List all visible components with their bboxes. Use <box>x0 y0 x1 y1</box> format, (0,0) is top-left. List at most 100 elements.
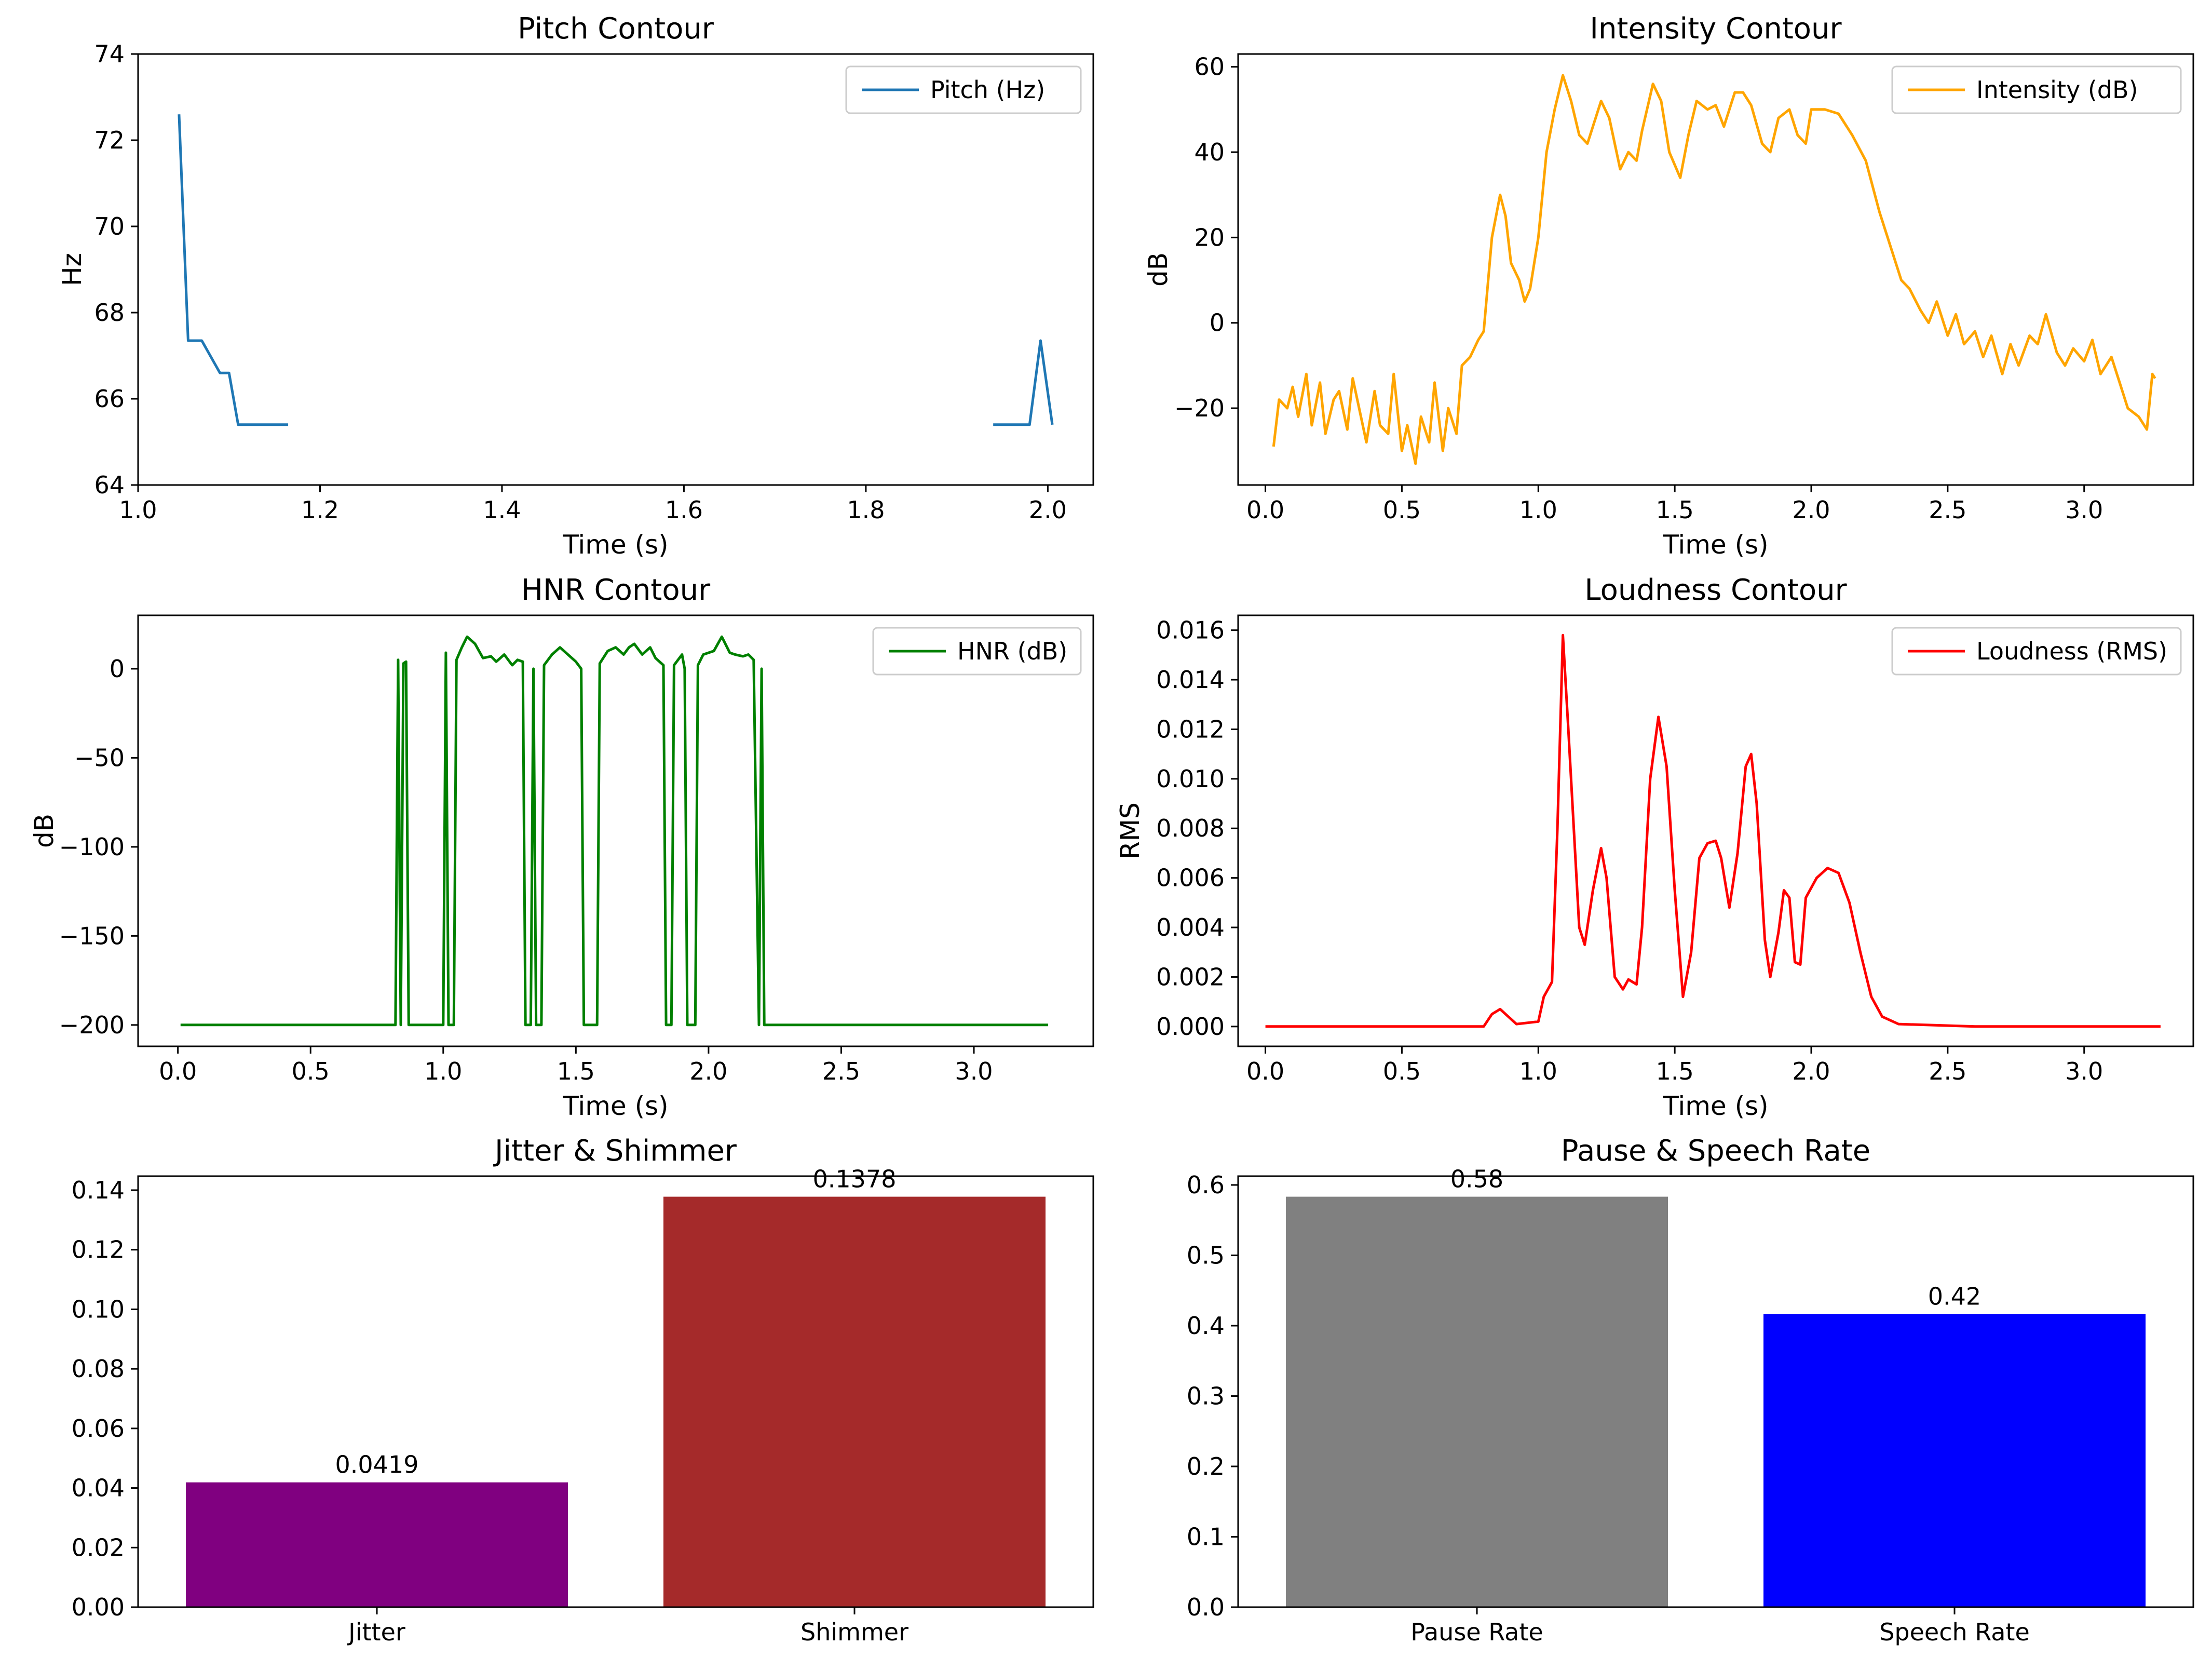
legend-box <box>872 627 1082 676</box>
legend-label: Pitch (Hz) <box>930 76 1045 104</box>
x-tick-label: 1.5 <box>1656 496 1694 524</box>
y-axis-label: dB <box>1143 252 1173 287</box>
y-tick-label: 66 <box>94 385 125 413</box>
y-tick-label: −150 <box>59 922 125 950</box>
legend-label: Loudness (RMS) <box>1976 637 2167 665</box>
x-tick-label: 0.0 <box>1246 1057 1284 1085</box>
x-tick-label: 2.0 <box>1792 496 1830 524</box>
y-tick-label: 0.000 <box>1156 1013 1225 1041</box>
y-tick-label: 72 <box>94 126 125 154</box>
x-axis-label: Time (s) <box>1662 530 1768 560</box>
x-axis-label: Time (s) <box>562 1091 668 1121</box>
bar-value-label: 0.42 <box>1928 1282 1981 1310</box>
chart-title: Jitter & Shimmer <box>493 1134 737 1168</box>
x-tick-label: 0.0 <box>159 1057 197 1085</box>
y-tick-label: −200 <box>59 1011 125 1039</box>
x-tick-label: 3.0 <box>2065 496 2103 524</box>
y-tick-label: 40 <box>1194 138 1225 166</box>
y-tick-label: 0.012 <box>1156 715 1225 743</box>
x-tick-label: Shimmer <box>800 1618 908 1646</box>
y-tick-label: 20 <box>1194 223 1225 251</box>
x-tick-label: 0.5 <box>1383 1057 1421 1085</box>
y-tick-label: 0.08 <box>72 1355 125 1383</box>
x-tick-label: 2.5 <box>1929 496 1966 524</box>
y-tick-label: 0.004 <box>1156 913 1225 941</box>
legend: Pitch (Hz) <box>845 65 1082 114</box>
bar-value-label: 0.58 <box>1450 1165 1503 1193</box>
x-tick-label: 1.6 <box>665 496 703 524</box>
y-axis-label: RMS <box>1115 802 1145 859</box>
legend-box <box>1891 627 2182 676</box>
axes-frame <box>1237 53 2194 486</box>
y-tick-label: 0.02 <box>72 1533 125 1561</box>
y-tick-label: 0.6 <box>1187 1171 1225 1199</box>
y-tick-label: 0.00 <box>72 1593 125 1621</box>
bar-pause-rate <box>1286 1196 1668 1607</box>
y-tick-label: 0.04 <box>72 1474 125 1502</box>
x-tick-label: 0.5 <box>292 1057 330 1085</box>
subplot-intensity: Intensity Contour 0.0 0.5 1.0 1.5 2.0 2.5 3.0 −2… <box>1143 12 2194 560</box>
x-tick-label: 3.0 <box>955 1057 993 1085</box>
axes-frame <box>1237 1175 2194 1608</box>
y-tick-label: 0 <box>1210 309 1225 337</box>
x-tick-label: 1.8 <box>847 496 885 524</box>
bar-value-label: 0.1378 <box>813 1165 897 1193</box>
y-tick-label: −100 <box>59 833 125 861</box>
axes-frame <box>137 1175 1094 1608</box>
x-tick-label: Pause Rate <box>1410 1618 1543 1646</box>
x-tick-label: 3.0 <box>2065 1057 2103 1085</box>
y-tick-label: 0.4 <box>1187 1312 1225 1340</box>
series-line-loudness <box>1265 634 2161 1028</box>
series-line-pitch-2 <box>993 339 1054 426</box>
series-line-pitch-1 <box>178 114 289 426</box>
y-tick-label: 0.006 <box>1156 864 1225 892</box>
x-tick-label: 1.5 <box>1656 1057 1694 1085</box>
bar-jitter <box>186 1482 568 1607</box>
legend-box <box>845 65 1082 114</box>
y-tick-label: 0.014 <box>1156 666 1225 694</box>
x-tick-label: 1.0 <box>119 496 157 524</box>
chart-title: Loudness Contour <box>1584 573 1847 607</box>
y-tick-label: 0.14 <box>72 1176 125 1204</box>
x-tick-label: 0.0 <box>1246 496 1284 524</box>
legend-label: Intensity (dB) <box>1976 76 2138 104</box>
subplot-loudness: Loudness Contour 0.0 0.5 1.0 1.5 2.0 2.5 3.0 0.0… <box>1115 573 2194 1121</box>
chart-title: HNR Contour <box>521 573 711 607</box>
y-tick-label: 0.1 <box>1187 1523 1225 1551</box>
x-tick-label: 1.0 <box>1519 1057 1557 1085</box>
y-axis-label: dB <box>29 814 59 848</box>
y-tick-label: 70 <box>94 212 125 240</box>
y-tick-label: 0.010 <box>1156 765 1225 793</box>
series-line-hnr <box>180 635 1049 1027</box>
y-tick-label: −50 <box>74 744 125 772</box>
y-tick-label: 0.12 <box>72 1236 125 1264</box>
chart-title: Pause & Speech Rate <box>1561 1134 1870 1168</box>
axes-frame <box>1237 614 2194 1047</box>
y-tick-label: 0.0 <box>1187 1593 1225 1621</box>
x-tick-label: 1.2 <box>301 496 339 524</box>
x-tick-label: 2.5 <box>1929 1057 1966 1085</box>
legend-box <box>1891 65 2182 114</box>
y-tick-label: 0.2 <box>1187 1452 1225 1480</box>
y-tick-label: 0.3 <box>1187 1382 1225 1410</box>
series-line-intensity <box>1272 74 2156 465</box>
subplot-pitch: Pitch Contour 1.0 1.2 1.4 1.6 1.8 2.0 64 66 68 70 7… <box>57 12 1094 560</box>
x-tick-label: 2.0 <box>1029 496 1067 524</box>
legend: Loudness (RMS) <box>1891 627 2182 676</box>
y-tick-label: 0.016 <box>1156 616 1225 644</box>
axes-frame <box>137 614 1094 1047</box>
x-tick-label: 1.0 <box>424 1057 462 1085</box>
x-tick-label: 0.5 <box>1383 496 1421 524</box>
y-tick-label: 64 <box>94 471 125 499</box>
subplot-hnr: HNR Contour 0.0 0.5 1.0 1.5 2.0 2.5 3.0 −200 −150… <box>29 573 1094 1121</box>
y-tick-label: 0.06 <box>72 1414 125 1443</box>
axes-frame <box>137 53 1094 486</box>
bar-shimmer <box>663 1196 1046 1607</box>
legend-label: HNR (dB) <box>957 637 1067 665</box>
y-tick-label: 74 <box>94 40 125 68</box>
x-tick-label: Jitter <box>347 1618 405 1646</box>
x-axis-label: Time (s) <box>562 530 668 560</box>
y-tick-label: −20 <box>1174 394 1225 422</box>
bar-speech-rate <box>1763 1314 2146 1607</box>
